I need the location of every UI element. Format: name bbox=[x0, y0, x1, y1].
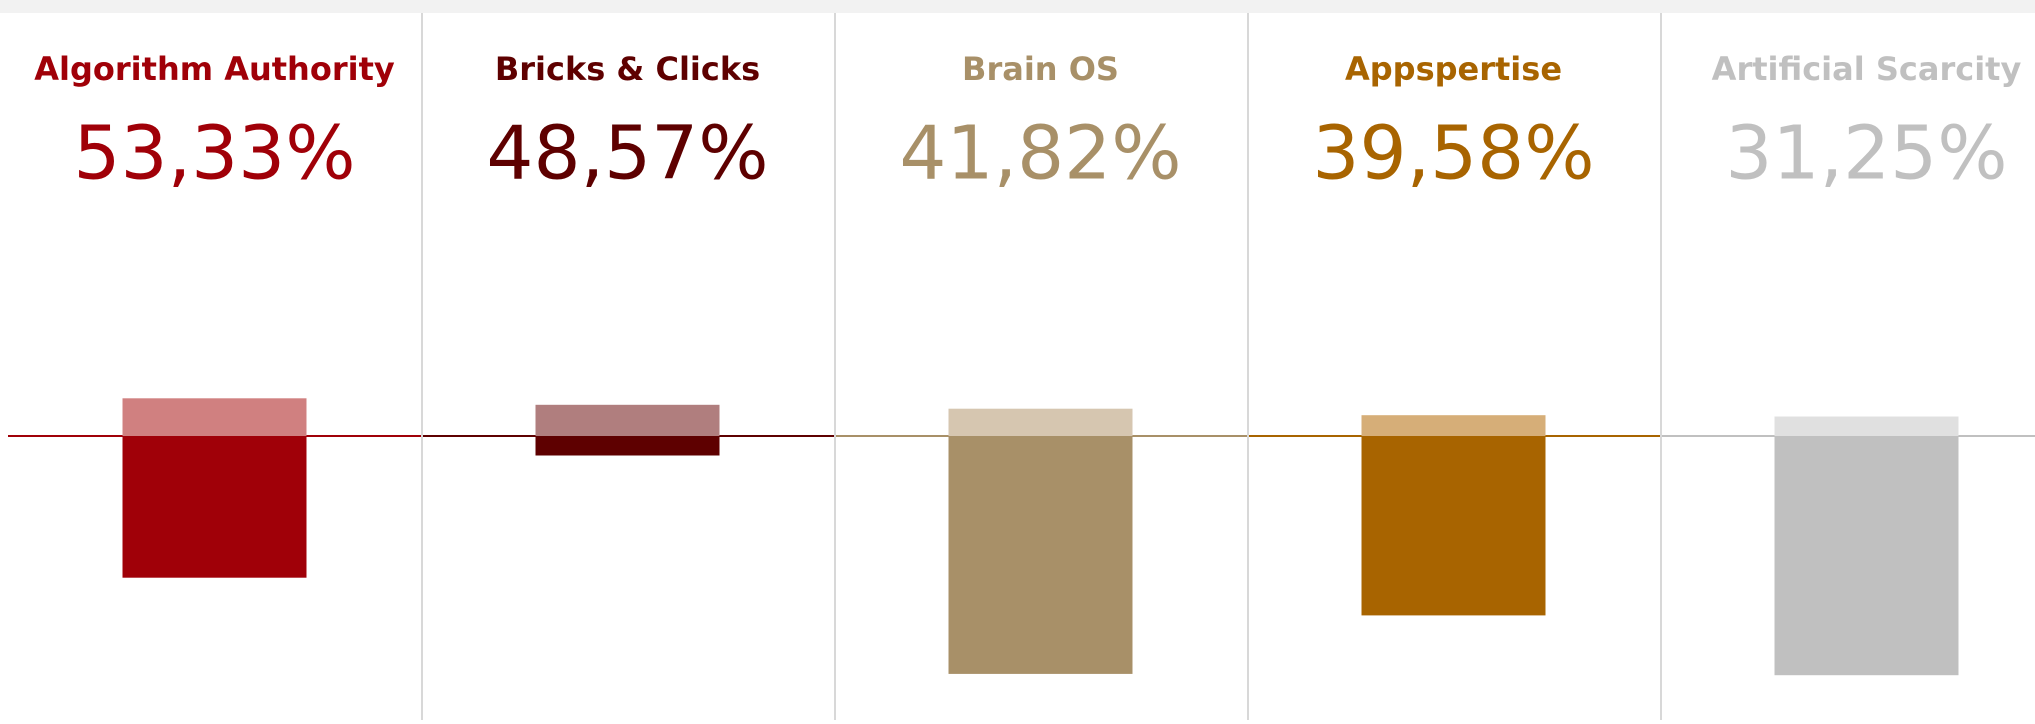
bar-lower bbox=[535, 436, 720, 456]
bar-lower bbox=[1774, 436, 1959, 676]
value-label: 39,58% bbox=[1312, 111, 1594, 197]
category-label: Artificial Scarcity bbox=[1712, 50, 2022, 88]
value-label: 48,57% bbox=[486, 111, 768, 197]
bar-lower bbox=[948, 436, 1133, 674]
bar-lower bbox=[122, 436, 307, 578]
bar-upper bbox=[1361, 415, 1546, 436]
category-label: Brain OS bbox=[962, 50, 1119, 88]
bar-upper bbox=[122, 398, 307, 436]
bar-upper bbox=[948, 408, 1133, 436]
value-label: 53,33% bbox=[73, 111, 355, 197]
bar-upper bbox=[1774, 416, 1959, 436]
top-strip bbox=[0, 0, 2035, 13]
category-label: Algorithm Authority bbox=[34, 50, 395, 88]
category-label: Bricks & Clicks bbox=[495, 50, 760, 88]
value-label: 41,82% bbox=[899, 111, 1181, 197]
bar-upper bbox=[535, 404, 720, 436]
bar-lower bbox=[1361, 436, 1546, 616]
value-label: 31,25% bbox=[1725, 111, 2007, 197]
category-label: Appspertise bbox=[1345, 50, 1562, 88]
